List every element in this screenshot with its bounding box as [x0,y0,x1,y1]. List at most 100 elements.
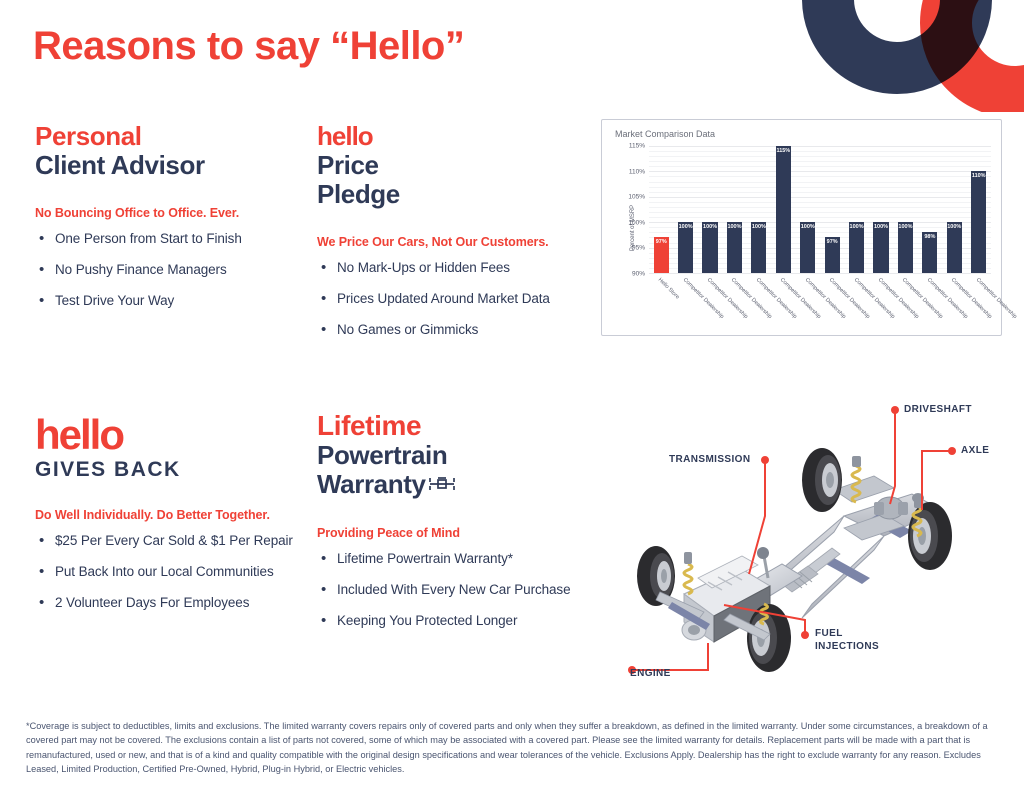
feature-bullet-list: No Mark-Ups or Hidden Fees Prices Update… [317,259,587,338]
chart-x-label-slot: Competitor Dealership [942,275,993,333]
chart-x-label-slot: Competitor Dealership [747,275,798,333]
chart-x-label-slot: Competitor Dealership [869,275,920,333]
chart-x-label-slot: Competitor Dealership [918,275,969,333]
chart-gridline: 100% [628,219,991,226]
hello-brand-wordmark: hello [35,411,125,458]
feature-title-line3: Warranty [317,469,426,500]
chart-x-label-slot: Competitor Dealership [893,275,944,333]
chart-bar-slot: 97% [820,146,844,273]
chart-bar-value-label: 97% [655,239,667,246]
chart-bar: 100% [873,222,889,273]
market-comparison-chart-card: Market Comparison Data Percent of MSRP 9… [601,119,1017,336]
chart-bar-value-label: 100% [873,224,889,231]
chart-minor-gridline [649,217,991,219]
chart-plot-area: 90% 95% 100% 105% 110% 115% 97% 100% 100% 100% 10… [628,143,991,278]
feature-title-line2: Powertrain [317,440,448,471]
chart-x-label-slot: Competitor Dealership [796,275,846,333]
chart-bar-value-label: 100% [703,224,718,231]
chart-bar: 100% [849,222,865,273]
callout-label-fuel-injections: FUEL INJECTIONS [815,628,879,653]
footnote-disclaimer: *Coverage is subject to deductibles, lim… [26,721,988,774]
chart-minor-gridline [649,191,991,193]
chart-x-label-slot: Competitor Dealership [673,275,724,333]
list-item: No Pushy Finance Managers [35,261,305,278]
chart-y-tick-label: 105% [628,193,645,201]
chart-bar-value-label: 100% [678,224,693,231]
chart-bar-value-label: 110% [971,173,986,180]
chassis-svg [628,406,956,674]
callout-label-fuel-injections-line1: FUEL [815,628,843,639]
chart-bar-value-label: 100% [898,224,913,231]
chart-bar-slot: 100% [698,146,722,273]
chart-x-label-slot: Competitor Dealership [771,275,822,333]
chart-bar: 115% [775,146,791,273]
chart-minor-gridline [649,237,991,239]
feature-title-line3-row: Warranty [317,470,587,499]
chart-x-label-slot: Competitor Dealership [820,275,871,333]
feature-subhead: Do Well Individually. Do Better Together… [35,508,270,522]
chart-y-tick-label: 100% [628,219,645,227]
chart-minor-gridline [649,232,991,234]
chart-x-label-slot: Hello Store [649,275,680,333]
chart-y-tick-label: 95% [631,244,645,252]
car-chassis-illustration: DRIVESHAFT AXLE TRANSMISSION FUEL INJECT… [612,398,1024,690]
chart-bar: 97% [824,237,840,273]
chart-bar: 100% [897,222,913,273]
chart-y-axis-label: Percent of MSRP [630,204,637,251]
chart-x-tick-label: Competitor Dealership [974,277,1018,320]
feature-title-line1: Price [317,149,379,180]
chart-y-tick-label: 115% [628,142,645,150]
navy-ring-icon [802,0,992,94]
chart-bar: 100% [946,222,962,273]
callout-label-fuel-injections-line2: INJECTIONS [815,640,880,652]
list-item: Put Back Into our Local Communities [35,563,305,580]
feature-bullet-list: Lifetime Powertrain Warranty* Included W… [317,550,607,629]
list-item: Lifetime Powertrain Warranty* [317,550,607,567]
chart-bar-slot: 100% [893,146,917,273]
chart-minor-gridline [649,252,991,254]
chart-minor-gridline [649,176,991,178]
corner-decoration [784,0,1024,112]
chart-bar-value-label: 98% [924,234,936,241]
chart-bar: 98% [922,232,938,273]
chart-minor-gridline [649,181,991,183]
chart-bar: 97% [653,237,669,273]
feature-title-line1: Lifetime [317,410,422,441]
chart-bar-value-label: 100% [751,224,766,231]
chart-bar-value-label: 115% [776,148,791,154]
hello-brand-wordmark: hello [317,121,374,151]
chart-gridline: 105% [628,194,991,201]
chart-minor-gridline [649,212,991,214]
callout-label-engine: ENGINE [630,668,671,679]
chart-bar-slot: 115% [771,146,795,273]
chart-minor-gridline [649,156,991,158]
chart-minor-gridline [649,206,991,208]
chart-bar-value-label: 97% [826,239,838,246]
chart-x-axis-labels: Hello Store Competitor Dealership Competit… [649,275,1017,333]
feature-title-line2: Pledge [317,178,400,209]
chart-bar: 100% [751,222,767,273]
page-title: Reasons to say “Hello” [33,24,465,68]
chart-gridline: 115% [629,143,991,150]
chart-gridline: 90% [632,271,991,278]
chart-title: Market Comparison Data [615,129,716,139]
chart-gridline: 95% [632,245,991,252]
chart-y-tick-label: 110% [628,168,645,176]
chart-bar: 100% [800,222,816,273]
chart-bar-slot: 97% [649,146,673,273]
chart-bar-slot: 100% [869,146,893,273]
feature-bullet-list: One Person from Start to Finish No Pushy… [35,230,305,309]
chart-minor-gridline [649,242,991,244]
chart-minor-gridline [649,267,991,269]
callout-label-transmission: TRANSMISSION [669,454,751,465]
chart-bar-value-label: 100% [727,224,742,231]
chart-bar-value-label: 100% [849,224,864,231]
chart-gridline: 110% [629,168,991,175]
list-item: One Person from Start to Finish [35,230,305,247]
chart-bar-slot: 98% [918,146,942,273]
chart-bar-slot: 100% [722,146,746,273]
feature-bullet-list: $25 Per Every Car Sold & $1 Per Repair P… [35,532,305,611]
feature-personal-client-advisor: Personal Client Advisor No Bouncing Offi… [35,121,305,324]
callout-label-axle: AXLE [961,445,990,456]
